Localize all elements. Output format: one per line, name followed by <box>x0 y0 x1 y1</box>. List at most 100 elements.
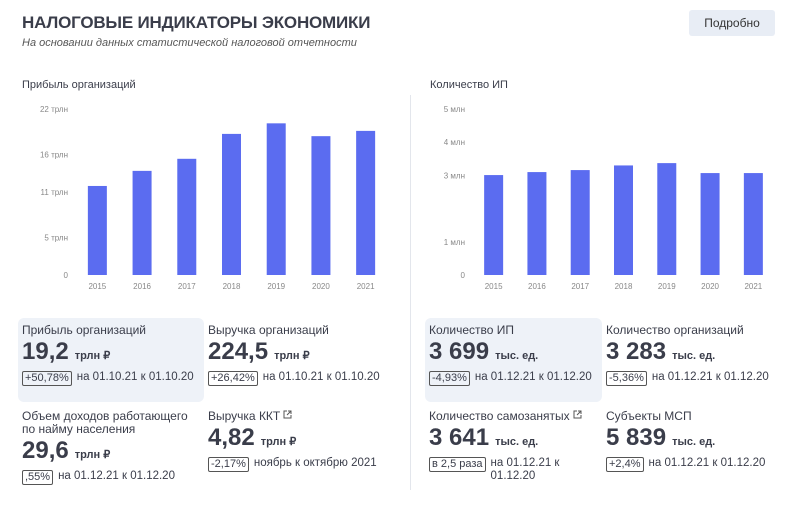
y-tick-label: 5 трлн <box>44 233 68 242</box>
y-tick-label: 1 млн <box>444 238 465 247</box>
value-text: 3 641 <box>429 424 490 451</box>
card-label-text: Субъекты МСП <box>606 409 692 423</box>
change-badge: -5,36% <box>606 371 647 386</box>
x-tick-label: 2020 <box>701 282 719 291</box>
value-unit: трлн ₽ <box>260 436 297 448</box>
stat-card: Выручка организаций 224,5 трлн ₽ +26,42% на … <box>204 318 392 402</box>
value-unit: трлн ₽ <box>74 449 111 461</box>
card-label-text: Прибыль организаций <box>22 323 147 337</box>
value-text: 5 839 <box>606 424 667 451</box>
card-label: Количество самозанятых <box>429 410 598 423</box>
stat-card: Количество ИП 3 699 тыс. ед. -4,93% на 01.12… <box>425 318 602 402</box>
value-text: 4,82 <box>208 424 255 451</box>
card-value: 3 283 тыс. ед. <box>606 339 778 369</box>
value-unit: тыс. ед. <box>495 436 539 448</box>
change-period: на 01.10.21 к 01.10.20 <box>76 371 194 383</box>
change-badge: -2,17% <box>208 457 249 472</box>
card-label: Количество организаций <box>606 324 778 337</box>
card-value: 224,5 трлн ₽ <box>208 339 388 369</box>
details-button[interactable]: Подробно <box>689 10 775 36</box>
change-row: в 2,5 раза на 01.12.21 к 01.12.20 <box>429 457 598 483</box>
bar <box>266 123 286 275</box>
card-label-text: Выручка ККТ <box>208 409 281 423</box>
x-tick-label: 2016 <box>133 282 151 291</box>
card-value: 29,6 трлн ₽ <box>22 438 200 468</box>
stat-card: Количество организаций 3 283 тыс. ед. -5,36… <box>602 318 782 402</box>
y-tick-label: 5 млн <box>444 105 465 114</box>
card-label-text: Количество организаций <box>606 323 744 337</box>
card-value: 3 641 тыс. ед. <box>429 425 598 455</box>
x-tick-label: 2021 <box>744 282 762 291</box>
bar <box>87 185 107 275</box>
value-text: 3 699 <box>429 338 490 365</box>
card-label-text: Объем доходов работающего по найму насел… <box>22 409 188 436</box>
value-unit: трлн ₽ <box>74 350 111 362</box>
x-tick-label: 2019 <box>658 282 676 291</box>
value-text: 19,2 <box>22 338 69 365</box>
change-period: ноябрь к октябрю 2021 <box>253 457 377 469</box>
stat-card: Объем доходов работающего по найму насел… <box>18 404 204 488</box>
stat-card: Субъекты МСП 5 839 тыс. ед. +2,4% на 01.12.2… <box>602 404 782 488</box>
x-tick-label: 2021 <box>357 282 375 291</box>
change-period: на 01.12.21 к 01.12.20 <box>490 457 560 482</box>
card-label: Прибыль организаций <box>22 324 200 337</box>
bar <box>132 170 152 275</box>
y-tick-label: 0 <box>461 271 466 280</box>
stat-card: Количество самозанятых 3 641 тыс. ед. в 2,5… <box>425 404 602 488</box>
stat-card: Выручка ККТ 4,82 трлн ₽ -2,17% ноябрь к октя… <box>204 404 392 488</box>
card-label: Объем доходов работающего по найму насел… <box>22 410 200 436</box>
y-tick-label: 22 трлн <box>40 105 68 114</box>
bar <box>177 158 197 275</box>
change-period: на 01.12.21 к 01.12.20 <box>651 371 769 383</box>
bar <box>356 130 376 275</box>
value-text: 224,5 <box>208 338 269 365</box>
card-label: Субъекты МСП <box>606 410 778 423</box>
x-tick-label: 2020 <box>312 282 330 291</box>
card-label-text: Количество ИП <box>429 323 515 337</box>
x-tick-label: 2019 <box>267 282 285 291</box>
card-label-text: Выручка организаций <box>208 323 329 337</box>
external-link-icon[interactable] <box>283 410 292 419</box>
change-period: на 01.12.21 к 01.12.20 <box>648 457 766 469</box>
x-tick-label: 2018 <box>223 282 241 291</box>
bar <box>527 172 547 275</box>
page-subtitle: На основании данных статистической налог… <box>22 37 357 49</box>
bar <box>700 173 720 275</box>
card-value: 4,82 трлн ₽ <box>208 425 388 455</box>
change-period: на 01.12.21 к 01.12.20 <box>58 470 175 482</box>
value-unit: тыс. ед. <box>672 350 716 362</box>
change-period: на 01.10.21 к 01.10.20 <box>262 371 380 383</box>
change-row: -4,93% на 01.12.21 к 01.12.20 <box>429 371 598 386</box>
change-row: +26,42% на 01.10.21 к 01.10.20 <box>208 371 388 386</box>
cards-right: Количество ИП 3 699 тыс. ед. -4,93% на 01.12… <box>425 318 782 488</box>
card-label-text: Количество самозанятых <box>429 409 570 423</box>
card-label: Выручка организаций <box>208 324 388 337</box>
change-period: на 01.12.21 к 01.12.20 <box>474 371 592 383</box>
value-unit: тыс. ед. <box>495 350 539 362</box>
external-link-icon[interactable] <box>573 410 582 419</box>
stat-card: Прибыль организаций 19,2 трлн ₽ +50,78% на 0… <box>18 318 204 402</box>
change-row: ,55% на 01.12.21 к 01.12.20 <box>22 470 200 485</box>
x-tick-label: 2015 <box>485 282 503 291</box>
bar <box>570 170 590 275</box>
x-tick-label: 2018 <box>615 282 633 291</box>
y-tick-label: 3 млн <box>444 171 465 180</box>
change-row: -5,36% на 01.12.21 к 01.12.20 <box>606 371 778 386</box>
page-title: НАЛОГОВЫЕ ИНДИКАТОРЫ ЭКОНОМИКИ <box>22 13 371 32</box>
change-row: +50,78% на 01.10.21 к 01.10.20 <box>22 371 200 386</box>
change-badge: -4,93% <box>429 371 470 386</box>
x-tick-label: 2015 <box>88 282 106 291</box>
chart-title: Количество ИП <box>430 79 508 91</box>
bar <box>484 175 504 275</box>
card-label: Количество ИП <box>429 324 598 337</box>
y-tick-label: 11 трлн <box>41 188 68 197</box>
cards-left: Прибыль организаций 19,2 трлн ₽ +50,78% на 0… <box>18 318 392 488</box>
y-tick-label: 0 <box>64 271 69 280</box>
y-tick-label: 4 млн <box>444 138 465 147</box>
change-row: -2,17% ноябрь к октябрю 2021 <box>208 457 388 472</box>
chart-title: Прибыль организаций <box>22 79 136 91</box>
change-badge: +26,42% <box>208 371 258 386</box>
divider <box>410 95 411 490</box>
